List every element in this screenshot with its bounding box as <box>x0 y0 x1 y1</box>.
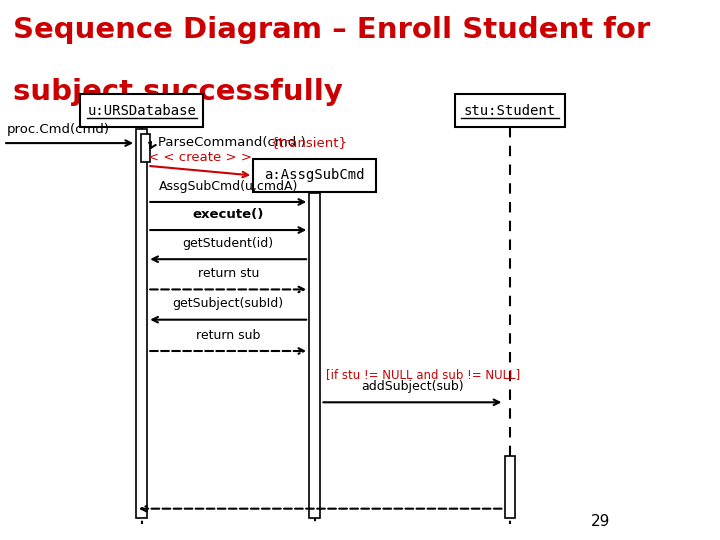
Bar <box>505 456 516 518</box>
Bar <box>136 129 147 518</box>
Bar <box>310 193 320 518</box>
Text: return sub: return sub <box>196 329 261 342</box>
Text: addSubject(sub): addSubject(sub) <box>361 380 464 393</box>
Text: {transient}: {transient} <box>270 136 347 149</box>
Text: AssgSubCmd(u,cmdA): AssgSubCmd(u,cmdA) <box>158 180 298 193</box>
Text: getSubject(subId): getSubject(subId) <box>173 298 284 310</box>
Text: a:AssgSubCmd: a:AssgSubCmd <box>264 168 365 183</box>
Text: u:URSDatabase: u:URSDatabase <box>87 104 196 118</box>
Text: getStudent(id): getStudent(id) <box>183 237 274 250</box>
Bar <box>253 159 376 192</box>
Bar <box>80 94 203 127</box>
Text: [if stu != NULL and sub != NULL]: [if stu != NULL and sub != NULL] <box>326 368 521 381</box>
Text: proc.Cmd(cmd): proc.Cmd(cmd) <box>6 123 109 136</box>
Text: < < create > >: < < create > > <box>148 151 252 164</box>
Text: stu:Student: stu:Student <box>464 104 556 118</box>
Bar <box>141 134 150 162</box>
Text: Sequence Diagram – Enroll Student for: Sequence Diagram – Enroll Student for <box>12 16 650 44</box>
Text: return stu: return stu <box>197 267 259 280</box>
Text: 29: 29 <box>591 514 611 529</box>
Text: subject successfully: subject successfully <box>12 78 343 106</box>
Text: execute(): execute() <box>192 208 264 221</box>
Text: ParseCommand(cmd ): ParseCommand(cmd ) <box>158 136 306 149</box>
Bar <box>455 94 565 127</box>
